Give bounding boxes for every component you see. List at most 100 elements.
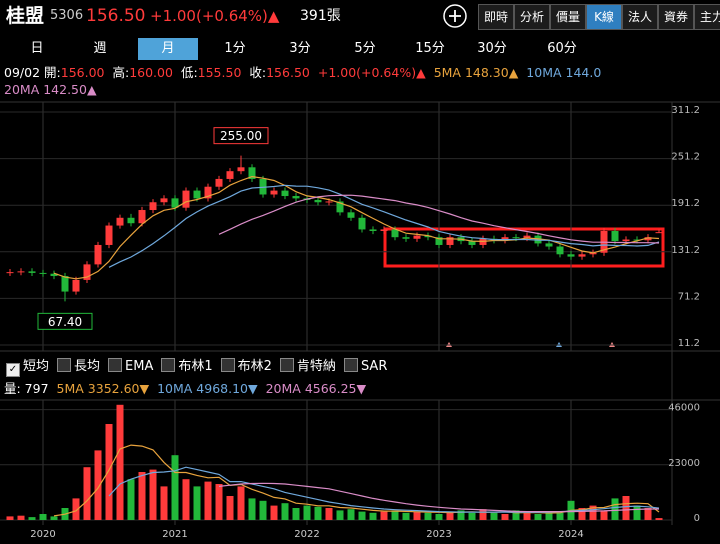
checkbox[interactable] bbox=[343, 358, 358, 372]
candle-body bbox=[633, 239, 641, 241]
candle-body bbox=[600, 230, 608, 253]
stock-code: 5306 bbox=[50, 8, 84, 23]
candle-body bbox=[193, 190, 201, 199]
volume: 量: 797 bbox=[4, 381, 49, 396]
candle-body bbox=[523, 235, 531, 238]
period-tab[interactable]: 30分 bbox=[477, 41, 507, 56]
candle-body bbox=[149, 202, 157, 211]
candle-body bbox=[281, 190, 289, 197]
close-label: 收: bbox=[249, 65, 267, 80]
x-tick-label: 2022 bbox=[294, 529, 319, 540]
volume-bar bbox=[171, 455, 179, 520]
candle-body bbox=[171, 198, 179, 208]
candle-body bbox=[512, 237, 520, 239]
checkbox[interactable] bbox=[279, 358, 294, 372]
option[interactable]: 長均 bbox=[57, 357, 100, 377]
candle-body bbox=[17, 271, 25, 273]
toolbar-button[interactable]: 分析 bbox=[514, 4, 550, 30]
volume-bar bbox=[204, 481, 212, 520]
ma5: 5MA 148.30▲ bbox=[433, 65, 519, 80]
toolbar-button[interactable]: 價量 bbox=[550, 4, 586, 30]
checkbox[interactable] bbox=[57, 358, 72, 372]
volume-bar bbox=[347, 509, 355, 520]
toolbar-button[interactable]: 即時 bbox=[478, 4, 514, 30]
ma-line bbox=[218, 194, 660, 244]
candle-body bbox=[611, 230, 619, 242]
candle-body bbox=[6, 272, 14, 274]
option[interactable]: ✓ 短均 bbox=[6, 357, 49, 377]
period-tab[interactable]: 1分 bbox=[224, 41, 246, 56]
period-tab[interactable]: 週 bbox=[93, 41, 107, 56]
volume-bar bbox=[28, 517, 36, 520]
option-label: SAR bbox=[360, 359, 388, 374]
add-button[interactable] bbox=[440, 1, 470, 31]
volume-bar bbox=[237, 486, 245, 520]
volume-bar bbox=[358, 511, 366, 520]
high: 160.00 bbox=[129, 65, 173, 80]
candle-body bbox=[248, 167, 256, 179]
volume-bar bbox=[578, 508, 586, 520]
option[interactable]: EMA bbox=[108, 357, 153, 377]
y-tick-label: 46000 bbox=[668, 403, 700, 414]
volume-bar bbox=[479, 509, 487, 520]
volume-bar bbox=[138, 472, 146, 520]
volume-bar bbox=[182, 479, 190, 520]
volume-bar bbox=[622, 496, 630, 520]
candle-body bbox=[127, 217, 135, 224]
period-tab[interactable]: 5分 bbox=[354, 41, 376, 56]
volume-bar bbox=[402, 512, 410, 520]
toolbar-button[interactable]: 主力 bbox=[694, 4, 720, 30]
ma-line bbox=[53, 444, 660, 517]
volume-bar bbox=[116, 404, 124, 520]
option[interactable]: 布林2 bbox=[220, 357, 272, 377]
candle-body bbox=[380, 229, 388, 231]
volume-bar bbox=[259, 500, 267, 520]
stock-change: +1.00(+0.64%)▲ bbox=[150, 7, 280, 25]
option[interactable]: 肯特納 bbox=[279, 357, 336, 377]
marker bbox=[609, 342, 615, 347]
toolbar-button[interactable]: K線 bbox=[586, 4, 622, 30]
volume-bar bbox=[369, 512, 377, 520]
toolbar-button[interactable]: 資券 bbox=[658, 4, 694, 30]
volume-bar bbox=[160, 486, 168, 520]
period-tab[interactable]: 月 bbox=[138, 38, 198, 60]
volume-bar bbox=[215, 484, 223, 520]
checkbox[interactable] bbox=[108, 358, 123, 372]
volume-bar bbox=[600, 510, 608, 520]
toolbar-button[interactable]: 法人 bbox=[622, 4, 658, 30]
candle-body bbox=[655, 232, 663, 234]
volume-bar bbox=[193, 486, 201, 520]
option-label: 長均 bbox=[74, 359, 101, 374]
price-info-2: 20MA 142.50▲ bbox=[4, 81, 720, 99]
period-tab[interactable]: 15分 bbox=[415, 41, 445, 56]
option[interactable]: SAR bbox=[343, 357, 388, 377]
volume-bar bbox=[589, 505, 597, 520]
volume-bar bbox=[556, 512, 564, 520]
candle-body bbox=[413, 235, 421, 239]
candle-body bbox=[567, 254, 575, 257]
period-tab[interactable]: 3分 bbox=[289, 41, 311, 56]
option-label: 布林2 bbox=[237, 359, 272, 374]
checkbox[interactable] bbox=[220, 358, 235, 372]
volume-bar bbox=[325, 508, 333, 520]
date: 09/02 bbox=[4, 65, 41, 80]
candle-body bbox=[50, 273, 58, 277]
period-tab[interactable]: 60分 bbox=[547, 41, 577, 56]
option[interactable]: 布林1 bbox=[161, 357, 213, 377]
candle-body bbox=[468, 241, 476, 245]
checkbox[interactable] bbox=[161, 358, 176, 372]
vol-ma10: 10MA 4968.10▼ bbox=[157, 381, 258, 396]
volume-bar bbox=[567, 500, 575, 520]
volume-bar bbox=[270, 505, 278, 520]
checkbox[interactable]: ✓ bbox=[6, 363, 20, 377]
period-tab[interactable]: 日 bbox=[30, 41, 44, 56]
candle-body bbox=[358, 217, 366, 230]
volume-bar bbox=[105, 424, 113, 520]
candle-body bbox=[182, 190, 190, 208]
volume-bar bbox=[314, 506, 322, 520]
volume-bar bbox=[435, 514, 443, 520]
candle-body bbox=[479, 238, 487, 245]
marker bbox=[556, 342, 562, 347]
volume-bar bbox=[534, 514, 542, 520]
